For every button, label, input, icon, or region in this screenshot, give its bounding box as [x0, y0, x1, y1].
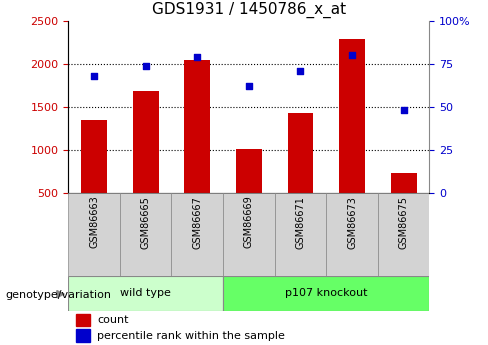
Text: GSM86667: GSM86667: [192, 196, 203, 248]
Bar: [76, 329, 90, 342]
Text: wild type: wild type: [120, 288, 171, 298]
Point: [90, 73, 98, 79]
Text: p107 knockout: p107 knockout: [285, 288, 367, 298]
Bar: [391, 173, 417, 193]
Point: [245, 83, 253, 89]
Bar: [120, 193, 171, 276]
Point: [400, 108, 407, 113]
Bar: [68, 276, 223, 310]
Text: GSM86673: GSM86673: [347, 196, 357, 248]
Bar: [378, 193, 429, 276]
Bar: [184, 60, 210, 193]
Point: [348, 52, 356, 58]
Bar: [287, 113, 313, 193]
Bar: [133, 91, 159, 193]
Bar: [236, 149, 262, 193]
Text: GSM86675: GSM86675: [399, 196, 408, 249]
Text: count: count: [97, 315, 129, 325]
Bar: [223, 193, 275, 276]
Text: GSM86663: GSM86663: [89, 196, 99, 248]
Bar: [275, 193, 326, 276]
Text: GSM86671: GSM86671: [295, 196, 305, 248]
Point: [193, 54, 201, 60]
Title: GDS1931 / 1450786_x_at: GDS1931 / 1450786_x_at: [152, 2, 346, 18]
Bar: [68, 193, 120, 276]
Bar: [223, 276, 429, 310]
Bar: [326, 193, 378, 276]
Text: percentile rank within the sample: percentile rank within the sample: [97, 331, 285, 341]
Bar: [339, 39, 365, 193]
Text: genotype/variation: genotype/variation: [5, 290, 111, 300]
Text: GSM86669: GSM86669: [244, 196, 254, 248]
Bar: [81, 120, 107, 193]
Bar: [76, 314, 90, 326]
Bar: [171, 193, 223, 276]
Point: [297, 68, 305, 73]
Point: [142, 63, 150, 68]
Text: GSM86665: GSM86665: [141, 196, 151, 248]
